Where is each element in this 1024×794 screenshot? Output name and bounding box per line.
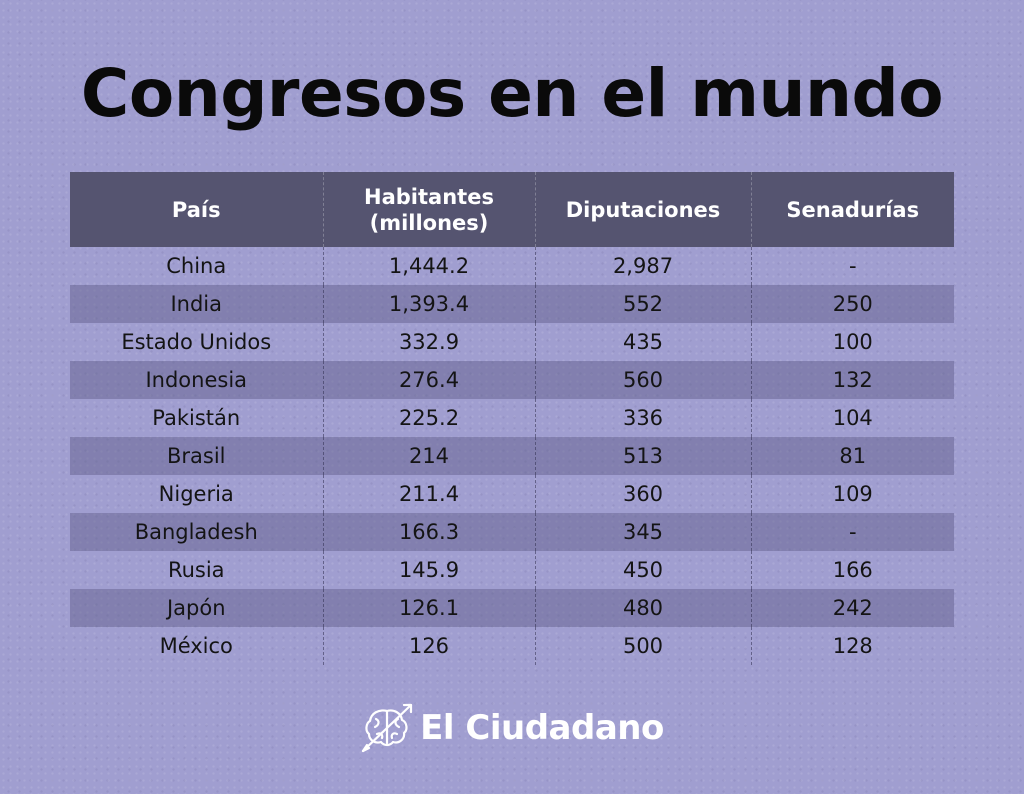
table-header-row: País Habitantes (millones) Diputaciones Sena… (70, 172, 954, 247)
table-cell: Brasil (70, 437, 323, 475)
table-cell: 81 (750, 437, 954, 475)
table-cell: 560 (534, 361, 751, 399)
congress-table-container: País Habitantes (millones) Diputaciones Sena… (70, 172, 954, 665)
table-cell: 214 (322, 437, 535, 475)
column-header: Habitantes (millones) (322, 172, 535, 247)
table-cell: 166.3 (322, 513, 535, 551)
table-cell: 132 (750, 361, 954, 399)
table-cell: México (159, 634, 233, 658)
table-cell: 126 (322, 627, 535, 665)
table-cell: Estado Unidos (121, 330, 272, 354)
table-cell: Rusia (167, 558, 225, 582)
table-row: Nigeria 211.4 360 109 (70, 475, 954, 513)
table-cell: 126.1 (322, 589, 535, 627)
column-header: Senadurías (750, 172, 954, 247)
table-cell: 104 (750, 399, 954, 437)
table-cell: 166 (750, 551, 954, 589)
table-cell: 2,987 (534, 247, 751, 285)
table-row: Rusia 145.9 450 166 (70, 551, 954, 589)
column-header-label: (millones) (369, 210, 489, 235)
brain-arrow-icon (362, 703, 413, 753)
table-row: Indonesia 276.4 560 132 (70, 361, 954, 399)
table-cell: 500 (534, 627, 751, 665)
table-cell: 450 (534, 551, 751, 589)
column-header: País (70, 172, 323, 247)
column-header: Diputaciones (534, 172, 751, 247)
table-cell: 1,444.2 (322, 247, 535, 285)
table-cell: Japón (70, 589, 323, 627)
table-cell: 109 (750, 475, 954, 513)
table-cell: 242 (750, 589, 954, 627)
table-row: China 1,444.2 2,987- (70, 247, 954, 285)
table-body: China 1,444.2 2,987- India 1,393.4 552 250 Esta… (70, 247, 954, 665)
table-header: País Habitantes (millones) Diputaciones Sena… (70, 172, 954, 247)
column-header-label: Senadurías (786, 197, 920, 222)
column-header-label: Diputaciones (565, 197, 721, 222)
table-cell: India (70, 285, 323, 323)
table-cell: Nigeria (158, 482, 234, 506)
table-cell: 435 (534, 323, 751, 361)
table-cell: 360 (534, 475, 751, 513)
table-cell: 250 (750, 285, 954, 323)
table-cell: Indonesia (70, 361, 323, 399)
page-title: Congresos en el mundo (80, 55, 944, 132)
table-cell: 145.9 (322, 551, 535, 589)
table-cell: - (750, 513, 954, 551)
table-cell: China (166, 254, 227, 278)
brand-name: El Ciudadano (420, 708, 664, 748)
table-cell: 128 (750, 627, 954, 665)
table-row: Brasil 214 513 81 (70, 437, 954, 475)
table-cell: Bangladesh (70, 513, 323, 551)
table-cell: 211.4 (322, 475, 535, 513)
table-cell: 552 (534, 285, 751, 323)
table-cell: 513 (534, 437, 751, 475)
table-row: Japón 126.1 480 242 (70, 589, 954, 627)
table-cell: 225.2 (322, 399, 535, 437)
table-row: Pakistán 225.2 336 104 (70, 399, 954, 437)
table-cell: Pakistán (152, 406, 241, 430)
congress-table: País Habitantes (millones) Diputaciones Sena… (70, 172, 954, 665)
table-row: India 1,393.4 552 250 (70, 285, 954, 323)
table-cell: 100 (750, 323, 954, 361)
brand-logo: El Ciudadano (0, 700, 1024, 756)
table-cell: 276.4 (322, 361, 535, 399)
table-cell: 1,393.4 (322, 285, 535, 323)
table-row: Estado Unidos 332.9 435 100 (70, 323, 954, 361)
table-cell: 345 (534, 513, 751, 551)
table-cell: 332.9 (322, 323, 535, 361)
table-cell: - (750, 247, 954, 285)
column-header-label: País (171, 197, 221, 222)
table-row: México 126 500 128 (70, 627, 954, 665)
column-header-label: Habitantes (364, 184, 494, 209)
table-cell: 336 (534, 399, 751, 437)
table-row: Bangladesh 166.3 345- (70, 513, 954, 551)
table-cell: 480 (534, 589, 751, 627)
